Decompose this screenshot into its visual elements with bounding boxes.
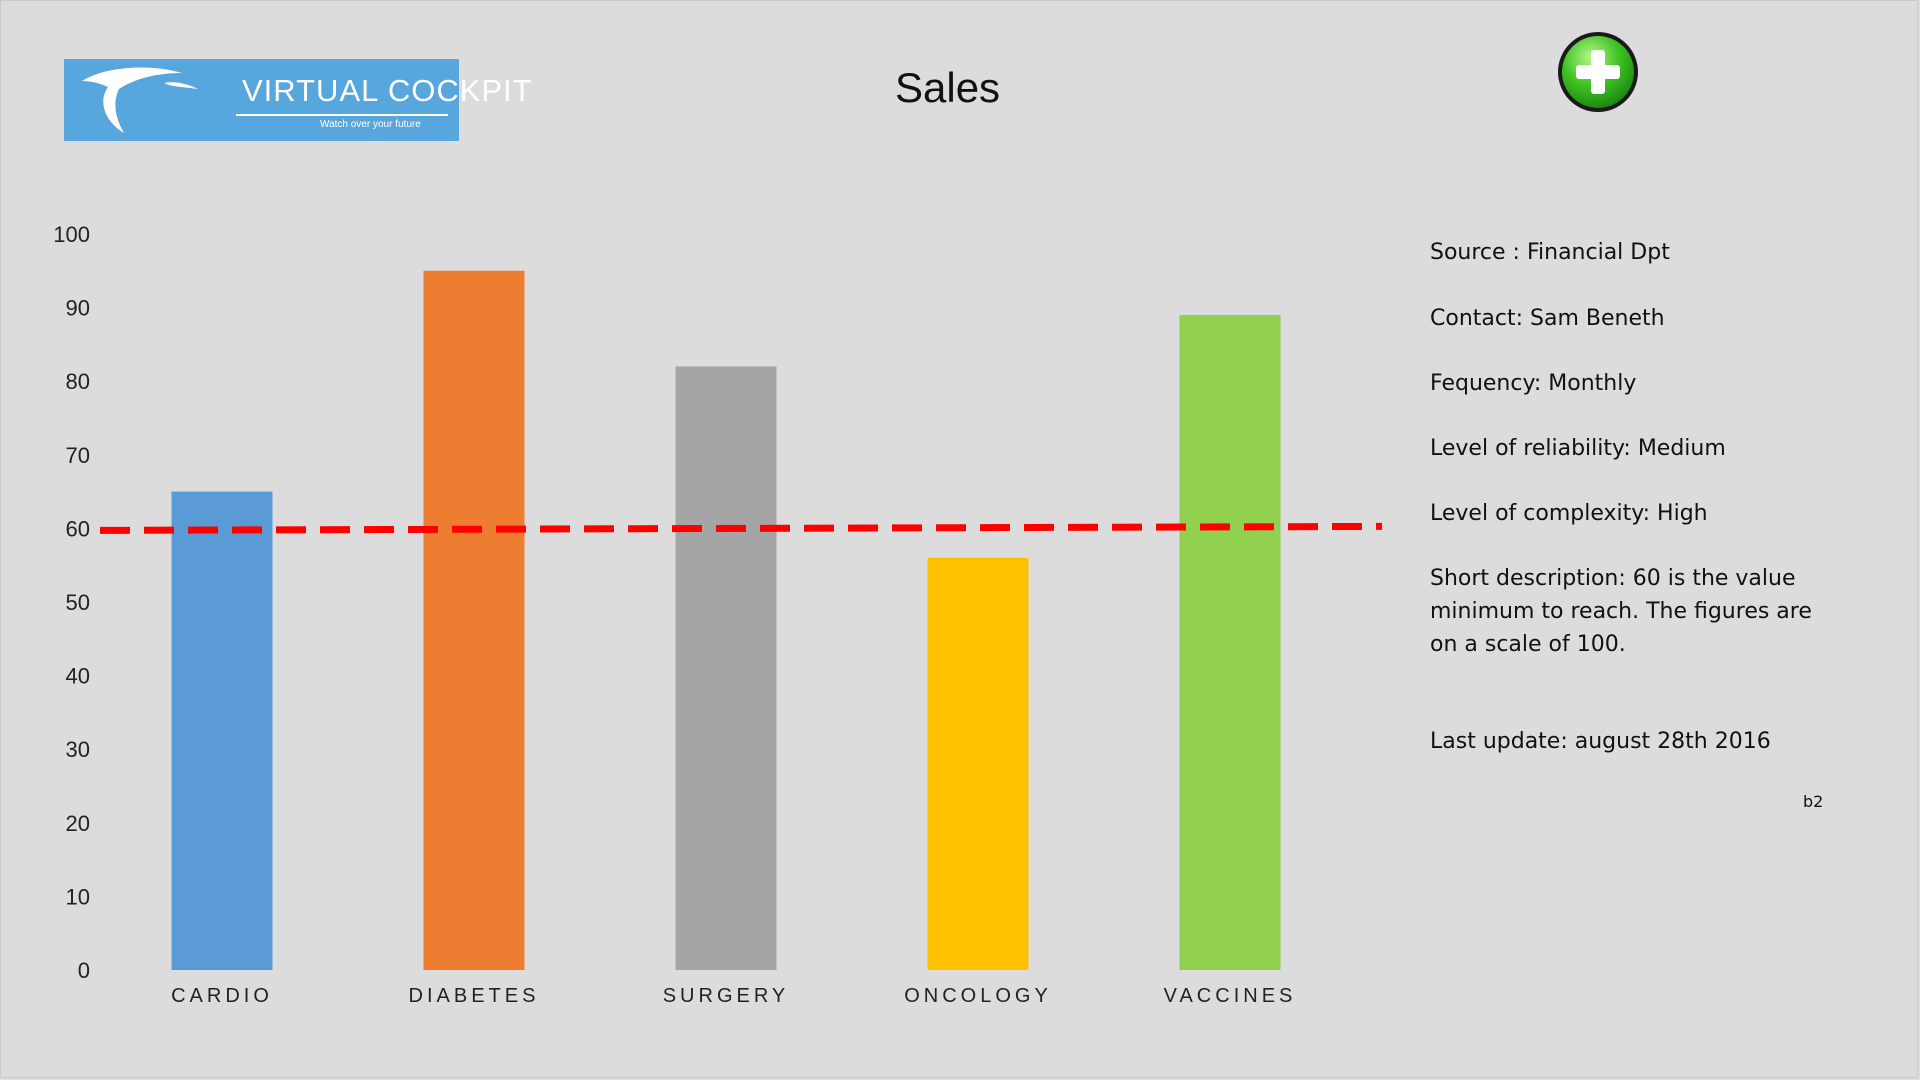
bar-surgery	[675, 366, 777, 970]
description-text: Short description: 60 is the value minim…	[1430, 566, 1812, 657]
y-tick-label: 40	[66, 664, 90, 689]
bar-cardio	[171, 491, 273, 970]
y-tick-label: 80	[66, 369, 90, 394]
sales-bar-chart: 0 10 20 30 40 50 60 70 80 90 100 CARDIO DIABETES SURG…	[53, 222, 1383, 1007]
reliability-text: Level of reliability: Medium	[1430, 436, 1726, 461]
contact-text: Contact: Sam Beneth	[1430, 306, 1665, 331]
logo-title: VIRTUAL COCKPIT	[242, 73, 533, 108]
page-title: Sales	[895, 64, 1001, 111]
y-tick-label: 100	[53, 222, 90, 247]
threshold-line	[99, 522, 1383, 534]
bar-diabetes	[423, 270, 525, 970]
logo: VIRTUAL COCKPIT Watch over your future	[64, 59, 532, 141]
y-tick-label: 50	[66, 590, 90, 615]
source-text: Source : Financial Dpt	[1430, 240, 1670, 265]
plus-circle-icon	[1558, 32, 1638, 112]
x-tick-label: CARDIO	[171, 985, 273, 1007]
slide-code: b2	[1803, 792, 1824, 811]
x-tick-label: VACCINES	[1164, 985, 1297, 1007]
y-tick-label: 10	[66, 884, 90, 909]
logo-divider	[236, 114, 448, 116]
logo-tagline: Watch over your future	[320, 119, 421, 130]
y-tick-label: 60	[66, 516, 90, 541]
last-update-text: Last update: august 28th 2016	[1430, 729, 1771, 754]
x-tick-label: DIABETES	[409, 985, 540, 1007]
frequency-text: Fequency: Monthly	[1430, 371, 1637, 396]
logo-swoosh-icon	[82, 67, 198, 133]
y-tick-label: 30	[66, 737, 90, 762]
bar-vaccines	[1179, 314, 1281, 971]
y-tick-label: 70	[66, 443, 90, 468]
bar-oncology	[927, 557, 1029, 970]
y-tick-label: 20	[66, 811, 90, 836]
add-button[interactable]	[1556, 30, 1640, 114]
x-tick-label: ONCOLOGY	[904, 985, 1052, 1007]
x-tick-label: SURGERY	[663, 985, 790, 1007]
y-tick-label: 90	[66, 296, 90, 321]
complexity-text: Level of complexity: High	[1430, 501, 1708, 526]
y-tick-label: 0	[78, 958, 90, 983]
